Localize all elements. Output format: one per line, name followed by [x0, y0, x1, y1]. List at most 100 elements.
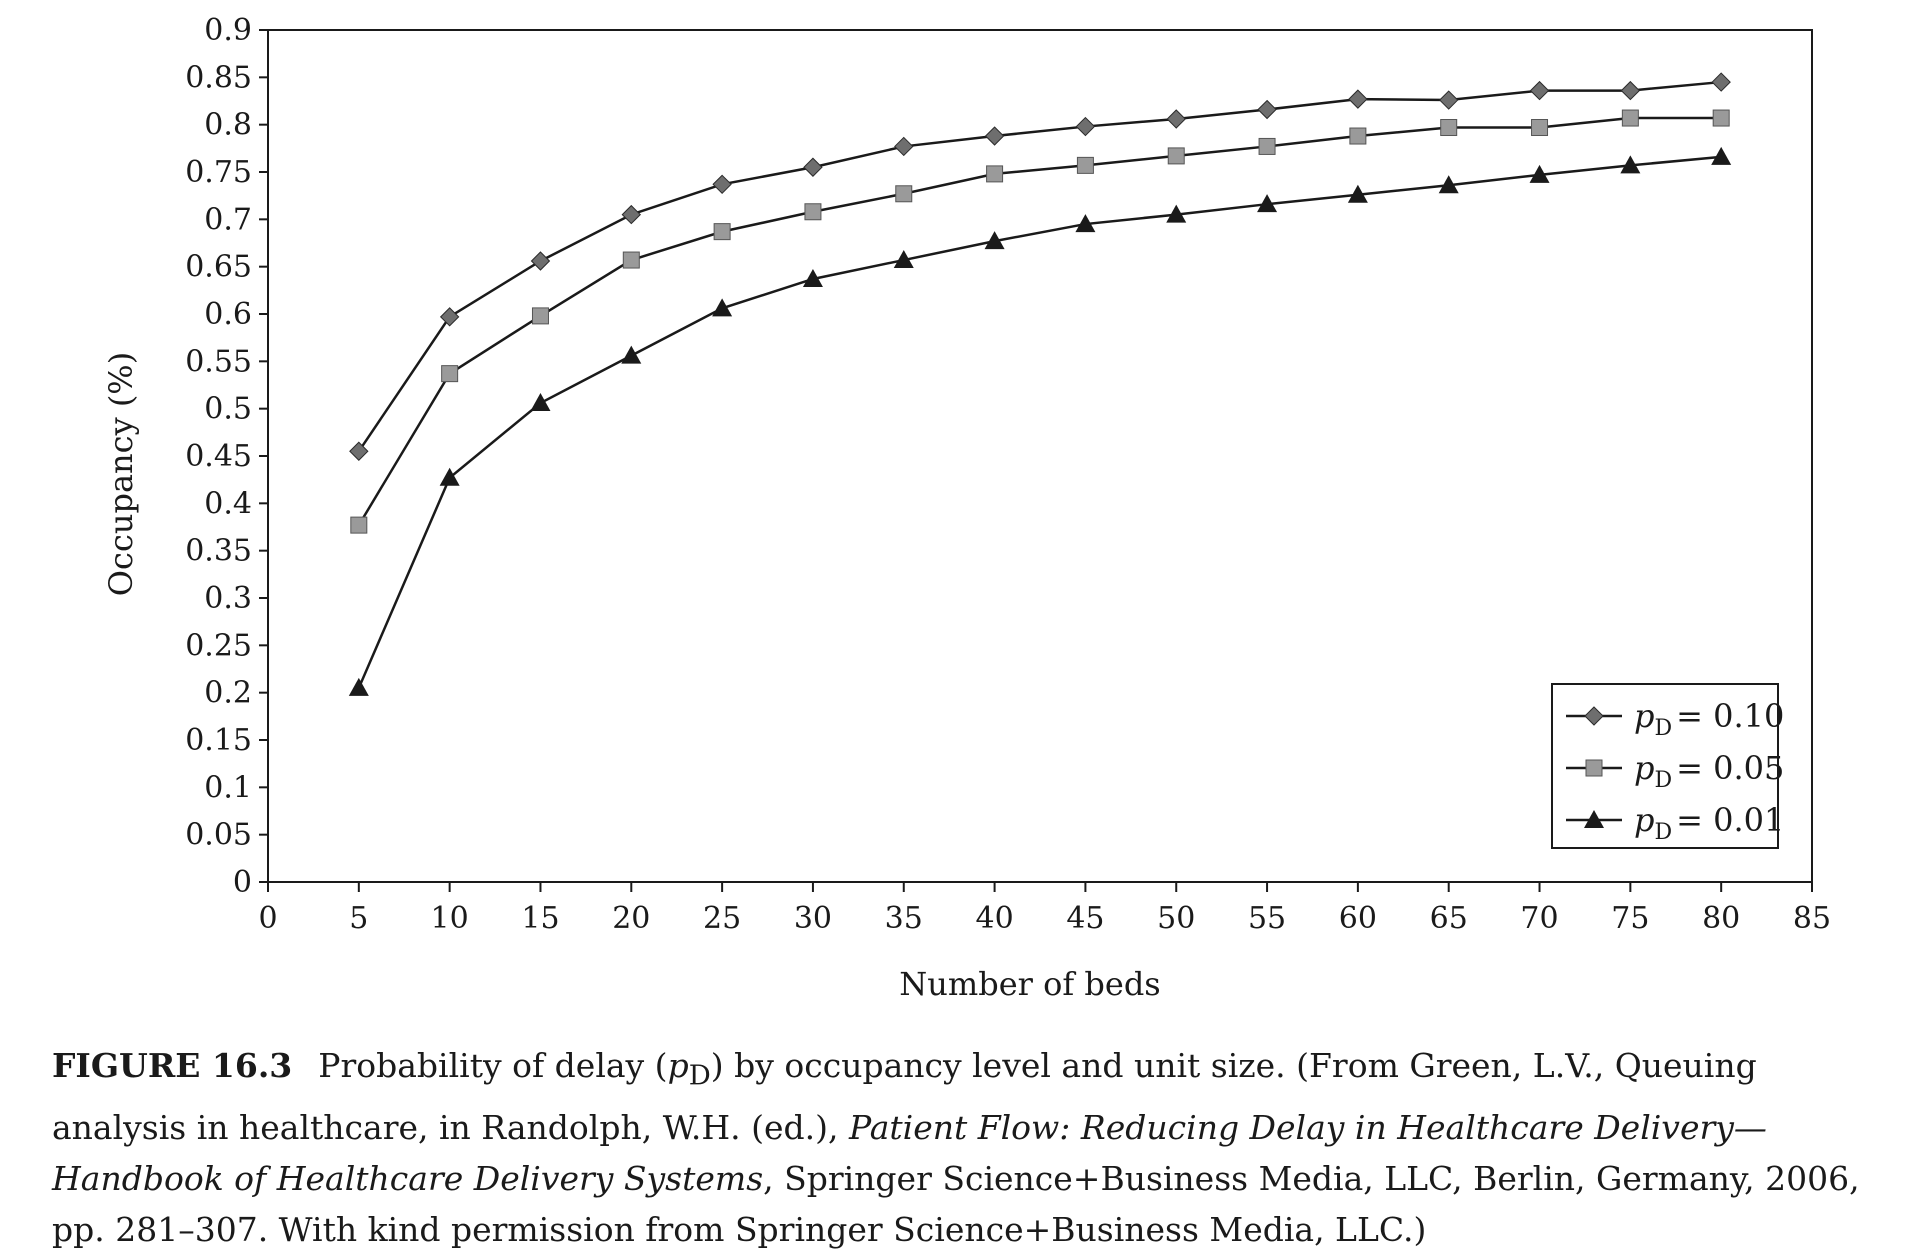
y-tick-label: 0.25 — [185, 628, 252, 663]
x-tick-label: 70 — [1520, 901, 1558, 936]
legend-label: pD = 0.01 — [1634, 801, 1784, 845]
caption-text-2: ) by occupancy level and unit size. (Fro… — [52, 1046, 1757, 1147]
x-tick-label: 55 — [1248, 901, 1286, 936]
y-tick-label: 0.1 — [204, 770, 252, 805]
caption-text-3: , Springer Science+Business Media, LLC, … — [52, 1158, 1860, 1249]
x-tick-label: 5 — [349, 901, 368, 936]
caption-symbol-p: p — [667, 1046, 689, 1085]
data-point — [1076, 156, 1094, 174]
x-tick-label: 0 — [258, 901, 277, 936]
data-point — [621, 204, 642, 225]
y-tick-label: 0.45 — [185, 439, 252, 474]
data-point — [1257, 99, 1277, 120]
series-line — [357, 155, 1722, 689]
data-point — [804, 203, 822, 221]
x-tick-label: 40 — [975, 901, 1013, 936]
data-point — [1711, 72, 1731, 92]
data-point — [1257, 194, 1278, 213]
x-tick-label: 35 — [885, 901, 923, 936]
series-line — [357, 80, 1722, 452]
data-point — [712, 174, 732, 195]
data-point — [1258, 137, 1276, 155]
data-point — [1529, 164, 1550, 183]
data-point — [984, 231, 1005, 250]
legend-marker — [1584, 810, 1604, 828]
y-tick-label: 0.15 — [185, 723, 252, 758]
data-point — [1347, 184, 1368, 203]
legend-item: pD = 0.01 — [1566, 801, 1784, 845]
y-tick-label: 0 — [233, 865, 252, 900]
y-axis-title: Occupancy (%) — [102, 352, 140, 596]
data-point — [1712, 109, 1730, 127]
data-point — [713, 223, 731, 241]
legend-marker — [1584, 706, 1604, 726]
y-tick-label: 0.65 — [185, 250, 252, 285]
y-tick-label: 0.05 — [185, 818, 252, 853]
data-point — [1349, 127, 1367, 145]
y-tick-label: 0.3 — [204, 581, 252, 616]
data-point — [1529, 80, 1550, 101]
legend-symbol: p — [1634, 749, 1654, 787]
data-point — [802, 268, 823, 287]
data-point — [984, 126, 1005, 146]
series-1 — [349, 72, 1731, 461]
data-point — [1075, 116, 1096, 137]
legend-value: = 0.10 — [1676, 697, 1784, 735]
axes: 0 0.05 0.1 0.15 0.2 0.25 0.3 0.35 0.4 0.45 0.5 0.55… — [185, 13, 1831, 936]
data-point — [1167, 147, 1185, 165]
x-tick-label: 25 — [703, 901, 741, 936]
y-tick-label: 0.85 — [185, 60, 252, 95]
x-tick-label: 10 — [431, 901, 469, 936]
x-tick-label: 45 — [1066, 901, 1104, 936]
legend-subscript: D — [1654, 768, 1672, 793]
data-point — [531, 307, 549, 325]
x-tick-label: 50 — [1157, 901, 1195, 936]
figure-caption: FIGURE 16.3 Probability of delay (pD) by … — [52, 1040, 1882, 1255]
legend-label: pD = 0.10 — [1634, 697, 1784, 741]
data-point — [1166, 204, 1187, 223]
data-point — [1438, 90, 1459, 110]
figure-label: FIGURE 16.3 — [52, 1046, 293, 1085]
x-axis-title: Number of beds — [899, 965, 1160, 1003]
y-tick-label: 0.5 — [204, 392, 252, 427]
data-point — [1620, 155, 1641, 174]
x-tick-label: 15 — [521, 901, 559, 936]
series-3 — [348, 146, 1732, 696]
data-point — [1531, 119, 1549, 137]
x-tick-label: 60 — [1339, 901, 1377, 936]
data-point — [1166, 109, 1186, 129]
data-point — [530, 251, 551, 271]
data-point — [1711, 146, 1732, 165]
x-tick-label: 20 — [612, 901, 650, 936]
series-line — [357, 116, 1722, 526]
legend-item: pD = 0.10 — [1566, 697, 1784, 741]
y-tick-label: 0.2 — [204, 676, 252, 711]
data-point — [1620, 80, 1641, 101]
data-point — [894, 136, 914, 157]
caption-text-1: Probability of delay ( — [318, 1046, 668, 1085]
data-point — [712, 298, 733, 317]
data-point — [1348, 89, 1368, 109]
data-point — [803, 157, 823, 177]
legend-item: pD = 0.05 — [1566, 749, 1784, 793]
data-point — [1621, 109, 1639, 127]
legend-symbol: p — [1634, 801, 1654, 839]
data-point — [350, 516, 368, 534]
x-tick-label: 75 — [1611, 901, 1649, 936]
y-tick-label: 0.4 — [204, 486, 252, 521]
data-point — [1075, 214, 1096, 233]
legend-subscript: D — [1654, 820, 1672, 845]
data-point — [1440, 119, 1458, 137]
data-point — [349, 441, 369, 461]
series-layer — [348, 72, 1732, 696]
data-point — [439, 467, 460, 486]
data-point — [530, 392, 551, 411]
data-point — [895, 185, 913, 203]
data-point — [1438, 175, 1459, 194]
legend-value: = 0.01 — [1676, 801, 1784, 839]
legend-subscript: D — [1654, 716, 1672, 741]
y-tick-label: 0.8 — [204, 108, 252, 143]
y-tick-label: 0.7 — [204, 202, 252, 237]
data-point — [621, 345, 642, 364]
caption-book-title: Patient Flow: Reducing Delay in Healthca… — [52, 1107, 1767, 1198]
